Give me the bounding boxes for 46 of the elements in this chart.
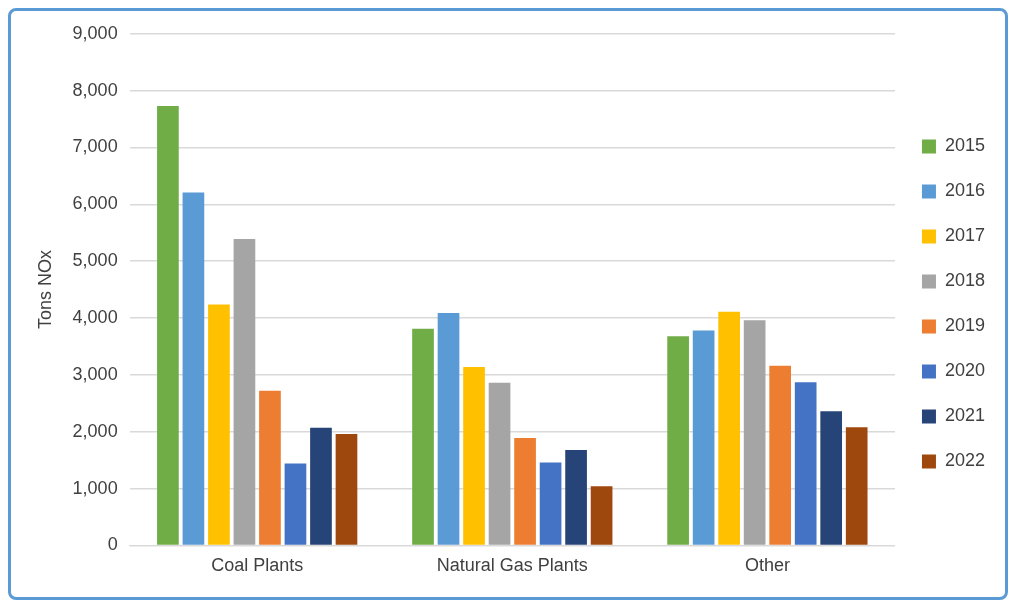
x-tick-label: Coal Plants xyxy=(211,555,304,576)
bar xyxy=(284,463,307,545)
legend-label: 2021 xyxy=(944,405,985,426)
bar xyxy=(590,486,613,545)
bar xyxy=(820,411,843,545)
bar xyxy=(488,382,511,545)
legend-label: 2022 xyxy=(944,450,985,471)
bar xyxy=(692,330,715,545)
bar xyxy=(233,239,256,545)
y-tick-label: 9,000 xyxy=(72,22,118,43)
bar xyxy=(667,336,689,545)
y-tick-label: 8,000 xyxy=(72,79,118,100)
bar xyxy=(310,427,332,545)
y-tick-label: 7,000 xyxy=(72,136,118,157)
bar xyxy=(182,192,205,545)
y-tick-label: 2,000 xyxy=(72,420,118,441)
y-axis-title: Tons NOx xyxy=(34,250,55,330)
legend-label: 2019 xyxy=(944,315,985,336)
legend-label: 2018 xyxy=(944,270,985,291)
y-tick-label: 1,000 xyxy=(72,477,118,498)
legend-label: 2020 xyxy=(944,360,985,381)
bar xyxy=(769,365,791,545)
bar xyxy=(335,433,358,545)
y-tick-label: 6,000 xyxy=(72,193,118,214)
bar xyxy=(845,427,868,545)
bar xyxy=(514,437,536,545)
bar xyxy=(718,311,740,545)
legend-label: 2016 xyxy=(944,180,985,201)
bar xyxy=(412,328,434,545)
bar xyxy=(743,320,766,545)
legend-label: 2017 xyxy=(944,225,985,246)
bar xyxy=(208,304,230,545)
y-tick-label: 5,000 xyxy=(72,250,118,271)
bar xyxy=(259,390,281,545)
bar xyxy=(437,312,460,545)
y-tick-label: 3,000 xyxy=(72,363,118,384)
bar xyxy=(794,382,817,545)
bar xyxy=(539,462,562,545)
bar xyxy=(463,366,485,545)
x-tick-label: Other xyxy=(744,555,790,576)
x-tick-label: Natural Gas Plants xyxy=(436,555,588,576)
y-tick-label: 4,000 xyxy=(72,306,118,327)
bar xyxy=(565,449,587,545)
legend-label: 2015 xyxy=(944,135,985,156)
y-tick-label: 0 xyxy=(107,534,118,555)
bar xyxy=(157,105,179,545)
